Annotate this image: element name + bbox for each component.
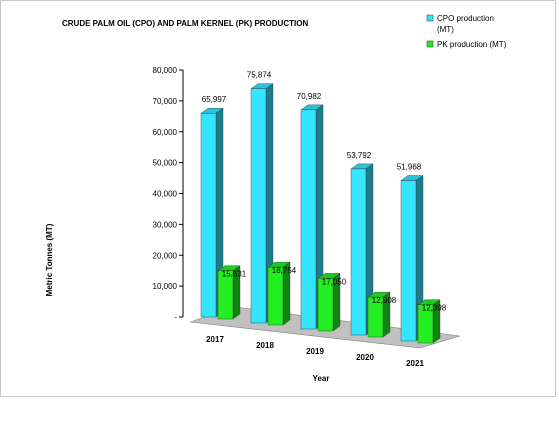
x-tick-label: 2021 [406, 359, 424, 368]
pk-data-label: 17,050 [322, 277, 347, 286]
cpo-bar-front [250, 88, 267, 324]
y-tick-label: 30,000 [153, 220, 178, 229]
plot-area: - 10,000 20,000 30,000 40,000 50,000 60,000 70,… [153, 66, 461, 368]
chart-title: CRUDE PALM OIL (CPO) AND PALM KERNEL (PK… [62, 19, 308, 28]
cpo-bar-front [300, 109, 317, 330]
cpo-bar [250, 83, 274, 324]
y-tick-label: 40,000 [153, 190, 178, 199]
x-tick-label: 2017 [206, 335, 224, 344]
pk-bar-front [217, 270, 234, 320]
pk-bar [267, 261, 291, 326]
cpo-bar [200, 107, 224, 318]
x-axis-title: Year [313, 374, 330, 383]
y-tick-label: 20,000 [153, 251, 178, 260]
y-tick-label: 50,000 [153, 159, 178, 168]
y-tick-label: - [174, 313, 177, 322]
legend-label-cpo: CPO production (MT) [437, 14, 494, 34]
cpo-bar [350, 163, 374, 336]
x-tick-label: 2020 [356, 353, 374, 362]
pk-data-label: 15,631 [222, 270, 247, 279]
cpo-bar-front [400, 180, 417, 342]
pk-data-label: 18,754 [272, 266, 297, 275]
y-tick-label: 10,000 [153, 282, 178, 291]
cpo-data-label: 70,982 [297, 92, 322, 101]
pk-bar [217, 265, 241, 320]
cpo-data-label: 51,968 [397, 163, 422, 172]
pk-bar-front [367, 296, 384, 338]
pk-bar-front [267, 266, 284, 326]
cpo-bar-front [200, 113, 217, 318]
pk-bar [367, 291, 391, 338]
pk-bar [417, 299, 441, 344]
y-tick-label: 80,000 [153, 66, 178, 75]
y-axis-title: Metric Tonnes (MT) [45, 223, 54, 296]
cpo-bar [400, 175, 424, 342]
legend-swatch-cpo [426, 14, 434, 22]
cpo-bar-front [350, 168, 367, 336]
pk-bar-front [317, 278, 334, 332]
cpo-data-label: 75,874 [247, 71, 272, 80]
x-tick-label: 2018 [256, 341, 274, 350]
cpo-data-label: 65,997 [202, 95, 227, 104]
y-tick-label: 70,000 [153, 97, 178, 106]
y-tick-label: 60,000 [153, 128, 178, 137]
x-tick-label: 2019 [306, 347, 324, 356]
pk-data-label: 12,908 [372, 296, 397, 305]
pk-bar [317, 272, 341, 332]
legend-swatch-pk [426, 40, 434, 48]
legend: CPO production (MT) PK production (MT) [426, 14, 507, 49]
cpo-data-label: 53,792 [347, 151, 372, 160]
pk-data-label: 12,398 [422, 304, 447, 313]
legend-label-pk: PK production (MT) [437, 40, 507, 49]
pk-bar-front [417, 304, 434, 344]
